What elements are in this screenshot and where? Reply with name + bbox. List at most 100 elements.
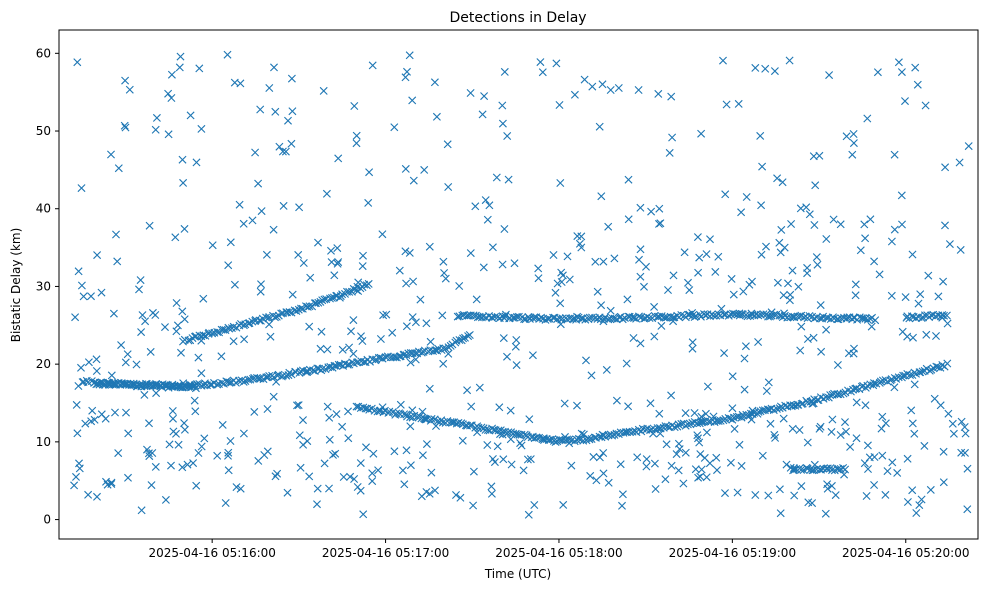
track-point: [305, 302, 314, 311]
track-point: [797, 465, 806, 474]
clutter-point: [84, 358, 93, 367]
clutter-point: [898, 220, 906, 229]
track-point: [149, 381, 158, 390]
clutter-point: [728, 372, 737, 381]
clutter-point: [422, 440, 431, 449]
clutter-point: [878, 451, 887, 460]
clutter-point: [657, 321, 666, 330]
clutter-point: [180, 315, 189, 324]
clutter-point: [944, 409, 953, 418]
clutter-point: [352, 131, 361, 140]
clutter-point: [458, 436, 467, 445]
clutter-point: [190, 396, 199, 405]
clutter-point: [317, 327, 326, 336]
track-point: [716, 416, 725, 425]
track-point: [834, 315, 843, 324]
track-point: [746, 409, 755, 418]
track-point: [743, 412, 752, 421]
x-axis-label: Time (UTC): [484, 567, 551, 581]
clutter-point: [294, 401, 303, 410]
clutter-point: [829, 215, 838, 224]
track-point: [940, 311, 948, 320]
clutter-point: [920, 441, 929, 450]
track-point: [343, 360, 352, 369]
track-point: [656, 424, 665, 433]
clutter-point: [719, 56, 727, 65]
track-point: [312, 299, 320, 308]
clutter-point: [378, 230, 387, 239]
clutter-point: [221, 499, 230, 507]
track-point: [852, 384, 861, 393]
clutter-point: [208, 241, 217, 250]
clutter-point: [251, 148, 260, 157]
track-point: [514, 312, 523, 321]
clutter-point: [758, 451, 767, 460]
clutter-point: [810, 221, 819, 229]
track-point: [389, 353, 398, 362]
track-point: [934, 363, 942, 372]
clutter-point: [368, 477, 377, 486]
track-point: [396, 410, 405, 419]
track-point: [309, 366, 317, 375]
clutter-point: [665, 148, 674, 157]
clutter-point: [595, 453, 604, 462]
track-point: [803, 398, 812, 407]
clutter-point: [288, 290, 297, 299]
clutter-point: [941, 163, 950, 172]
clutter-point: [388, 328, 397, 337]
clutter-point: [851, 291, 860, 300]
clutter-point: [897, 191, 906, 200]
track-point: [870, 379, 878, 388]
clutter-point: [368, 61, 377, 70]
clutter-point: [456, 493, 465, 502]
clutter-point: [756, 131, 765, 140]
clutter-point: [812, 253, 821, 262]
clutter-point: [481, 196, 490, 205]
clutter-point: [164, 89, 173, 98]
clutter-point: [681, 409, 690, 418]
clutter-point: [827, 427, 836, 436]
track-point: [669, 313, 678, 322]
clutter-point: [425, 242, 434, 251]
track-point: [453, 312, 462, 321]
clutter-point: [140, 390, 149, 399]
clutter-point: [701, 409, 710, 418]
clutter-point: [517, 441, 526, 450]
clutter-point: [612, 396, 621, 405]
clutter-point: [856, 246, 865, 255]
clutter-point: [779, 291, 788, 300]
track-point: [674, 420, 683, 429]
clutter-point: [556, 179, 565, 187]
clutter-point: [624, 175, 633, 184]
clutter-point: [471, 202, 480, 211]
clutter-point: [180, 224, 189, 233]
track-point: [894, 373, 903, 382]
clutter-point: [197, 369, 206, 378]
clutter-point: [235, 200, 244, 209]
clutter-point: [528, 351, 537, 360]
track-point: [824, 393, 833, 402]
clutter-point: [475, 383, 484, 392]
track-point: [798, 399, 807, 408]
clutter-point: [963, 505, 972, 514]
track-point: [581, 315, 590, 324]
clutter-point: [197, 124, 206, 133]
clutter-point: [567, 461, 576, 470]
clutter-point: [364, 198, 373, 207]
clutter-point: [720, 349, 729, 358]
clutter-point: [604, 478, 613, 487]
clutter-point: [903, 332, 912, 341]
clutter-point: [751, 63, 760, 72]
clutter-point: [409, 176, 418, 185]
clutter-point: [735, 440, 744, 449]
clutter-point: [790, 491, 799, 500]
track-point: [610, 314, 619, 323]
clutter-point: [861, 234, 870, 243]
clutter-point: [122, 408, 130, 417]
clutter-point: [907, 406, 916, 415]
clutter-point: [93, 251, 102, 260]
track-point: [720, 310, 729, 319]
clutter-point: [813, 260, 822, 269]
clutter-point: [480, 92, 489, 101]
clutter-point: [903, 454, 912, 463]
